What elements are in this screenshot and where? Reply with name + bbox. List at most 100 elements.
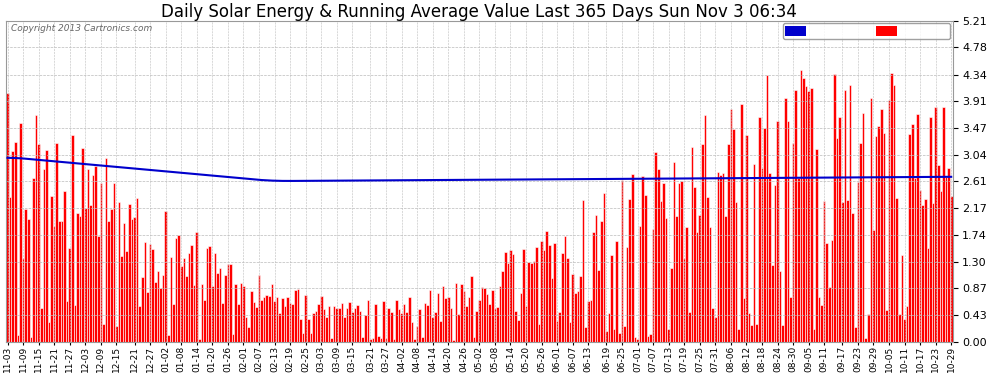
Bar [555,321,558,342]
Bar [86,169,89,342]
Bar [248,327,249,342]
Bar [328,306,331,342]
Bar [161,274,164,342]
Bar [558,312,561,342]
Bar [930,117,932,342]
Text: Copyright 2013 Cartronics.com: Copyright 2013 Cartronics.com [11,24,152,33]
Bar [515,310,517,342]
Bar [144,242,147,342]
Bar [813,329,815,342]
Bar [76,213,79,342]
Bar [382,302,385,342]
Bar [901,255,903,342]
Bar [333,306,336,342]
Bar [265,295,268,342]
Bar [94,166,97,342]
Bar [159,288,161,342]
Bar [924,199,927,342]
Bar [115,326,118,342]
Bar [392,339,395,342]
Bar [792,143,794,342]
Bar [629,199,631,342]
Bar [195,231,198,342]
Bar [950,196,952,342]
Bar [281,298,283,342]
Bar [914,178,916,342]
Bar [576,291,579,342]
Bar [600,221,603,342]
Bar [528,262,530,342]
Bar [48,322,50,342]
Bar [121,256,123,342]
Bar [71,135,73,342]
Bar [605,331,608,342]
Bar [315,311,318,342]
Bar [249,291,252,342]
Bar [942,107,944,342]
Bar [374,304,377,342]
Bar [776,121,779,342]
Bar [462,291,465,342]
Bar [624,326,626,342]
Bar [725,216,727,342]
Bar [738,329,740,342]
Bar [805,86,807,342]
Bar [646,336,649,342]
Bar [63,191,66,342]
Bar [304,295,307,342]
Bar [177,235,180,342]
Bar [214,253,216,342]
Bar [672,162,675,342]
Bar [58,220,60,342]
Bar [536,247,538,342]
Bar [890,73,893,342]
Bar [353,308,356,342]
Bar [255,307,257,342]
Bar [856,182,859,342]
Bar [733,129,735,342]
Bar [406,312,408,342]
Bar [916,114,919,342]
Bar [566,258,569,342]
Bar [603,193,605,342]
Bar [834,74,836,342]
Bar [190,245,193,342]
Bar [752,164,755,342]
Bar [520,293,522,342]
Bar [442,286,445,342]
Bar [823,201,826,342]
Bar [582,200,584,342]
Bar [385,338,387,342]
Bar [302,333,304,342]
Bar [885,309,888,342]
Bar [377,336,379,342]
Bar [172,304,175,342]
Bar [43,170,46,342]
Bar [291,304,294,342]
Bar [209,246,211,342]
Bar [740,104,742,342]
Bar [496,307,499,342]
Bar [403,304,406,342]
Bar [543,250,545,342]
Bar [553,243,555,342]
Bar [206,248,209,342]
Bar [730,109,733,342]
Bar [79,216,81,342]
Bar [714,317,717,342]
Bar [167,335,169,342]
Bar [245,317,248,342]
Bar [320,296,323,342]
Bar [232,334,235,342]
Bar [14,142,17,342]
Bar [533,261,536,342]
Bar [642,176,644,342]
Bar [9,197,12,342]
Bar [651,229,654,342]
Bar [657,169,659,342]
Bar [685,226,688,342]
Bar [84,209,86,342]
Bar [667,329,670,342]
Bar [46,150,48,342]
Bar [222,303,224,342]
